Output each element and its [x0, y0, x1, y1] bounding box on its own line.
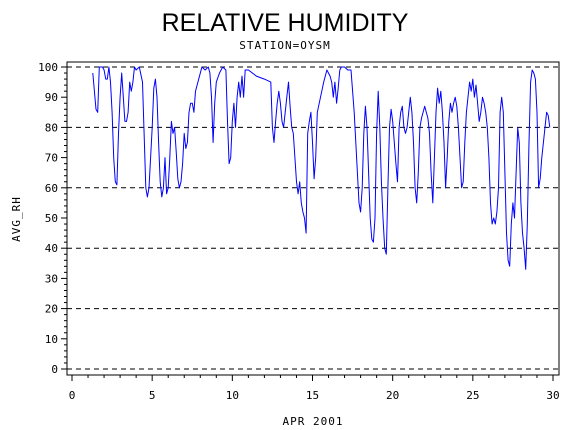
x-tick-label: 0: [69, 389, 76, 402]
x-tick-label: 20: [386, 389, 399, 402]
y-tick-label: 100: [38, 61, 58, 74]
y-tick-label: 30: [45, 272, 58, 285]
y-tick-label: 0: [51, 363, 58, 376]
x-tick-label: 30: [546, 389, 559, 402]
y-axis-label: AVG_RH: [10, 196, 23, 242]
y-tick-label: 10: [45, 333, 58, 346]
x-axis-label: APR 2001: [283, 415, 344, 428]
x-tick-label: 5: [149, 389, 156, 402]
plot-frame: [66, 61, 560, 376]
series-line-0: [92, 66, 551, 270]
x-tick-label: 15: [306, 389, 319, 402]
axis-ticks: 0 10 20 30 40 50 60 70 80 90 100 0 5 10 15 20 25 30: [38, 61, 560, 402]
x-tick-label: 25: [466, 389, 479, 402]
y-tick-label: 20: [45, 303, 58, 316]
chart-subtitle: STATION=OYSM: [239, 39, 330, 52]
chart-title: RELATIVE HUMIDITY: [162, 9, 409, 37]
y-tick-label: 90: [45, 91, 58, 104]
series-group: [92, 66, 551, 270]
y-tick-label: 40: [45, 242, 58, 255]
y-tick-label: 70: [45, 152, 58, 165]
y-tick-label: 50: [45, 212, 58, 225]
x-tick-label: 10: [226, 389, 239, 402]
y-tick-label: 60: [45, 182, 58, 195]
y-tick-label: 80: [45, 121, 58, 134]
